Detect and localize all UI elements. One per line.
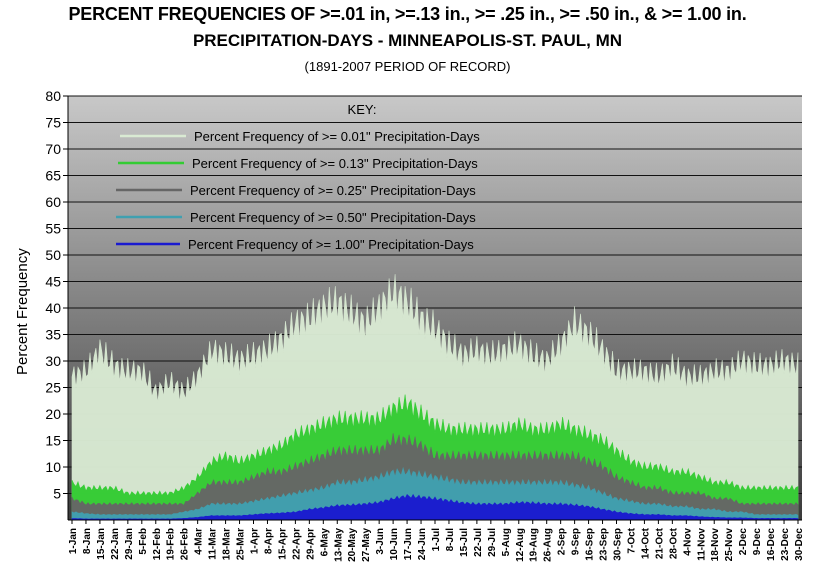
x-tick-label: 23-Dec — [780, 528, 791, 561]
y-tick-label: 15 — [45, 433, 61, 449]
legend-entry: Percent Frequency of >= 0.50" Precipitat… — [190, 210, 476, 225]
legend-entry: Percent Frequency of >= 0.01" Precipitat… — [194, 129, 480, 144]
y-tick-label: 5 — [53, 486, 61, 502]
x-tick-label: 1-Apr — [250, 528, 261, 554]
x-tick-label: 16-Dec — [766, 528, 777, 561]
y-tick-label: 80 — [45, 88, 61, 104]
series-area — [71, 466, 799, 521]
chart-subtitle: PRECIPITATION-DAYS - MINNEAPOLIS-ST. PAU… — [192, 31, 623, 50]
x-tick-label: 8-Jan — [82, 528, 93, 554]
x-tick-label: 7-Oct — [626, 527, 637, 553]
y-tick-label: 75 — [45, 115, 61, 131]
x-tick-label: 12-Feb — [152, 528, 163, 560]
x-tick-label: 2-Dec — [738, 528, 749, 556]
x-tick-label: 29-Jul — [487, 528, 498, 557]
x-tick-label: 28-Oct — [668, 527, 679, 559]
y-tick-label: 60 — [45, 194, 61, 210]
x-tick-label: 8-Jul — [445, 528, 456, 552]
x-tick-label: 17-Jun — [403, 528, 414, 560]
y-tick-label: 20 — [45, 406, 61, 422]
x-tick-label: 4-Mar — [194, 528, 205, 555]
x-tick-label: 18-Nov — [710, 528, 721, 562]
x-tick-label: 25-Mar — [236, 528, 247, 560]
x-tick-label: 15-Jan — [96, 528, 107, 560]
x-tick-label: 29-Apr — [305, 528, 316, 560]
x-tick-label: 26-Feb — [180, 528, 191, 560]
x-tick-label: 30-Dec — [794, 528, 805, 561]
y-tick-label: 40 — [45, 300, 61, 316]
legend-entry: Percent Frequency of >= 0.13" Precipitat… — [192, 156, 478, 171]
x-tick-label: 11-Mar — [208, 528, 219, 560]
y-tick-label: 50 — [45, 247, 61, 263]
y-tick-label: 45 — [45, 274, 61, 290]
x-tick-label: 26-Aug — [543, 528, 554, 562]
x-tick-label: 15-Jul — [459, 528, 470, 557]
x-tick-label: 2-Sep — [557, 528, 568, 555]
series-area — [71, 493, 799, 521]
chart-title: PERCENT FREQUENCIES OF >=.01 in, >=.13 i… — [68, 4, 747, 24]
x-tick-label: 11-Nov — [696, 528, 707, 561]
legend-title: KEY: — [348, 102, 377, 117]
x-tick-label: 14-Oct — [640, 527, 651, 559]
x-tick-label: 10-Jun — [389, 528, 400, 560]
x-tick-label: 21-Oct — [654, 527, 665, 559]
x-tick-label: 27-May — [361, 528, 372, 562]
x-tick-label: 29-Jan — [124, 528, 135, 560]
y-tick-label: 35 — [45, 327, 61, 343]
x-tick-label: 24-Jun — [417, 528, 428, 560]
x-tick-label: 22-Jan — [110, 528, 121, 560]
x-tick-label: 9-Sep — [571, 528, 582, 555]
x-tick-label: 25-Nov — [724, 528, 735, 562]
x-tick-label: 1-Jul — [431, 528, 442, 552]
x-tick-label: 23-Sep — [599, 528, 610, 561]
x-tick-label: 20-May — [347, 528, 358, 562]
x-tick-label: 1-Jan — [68, 528, 79, 554]
y-tick-label: 65 — [45, 168, 61, 184]
x-tick-label: 15-Apr — [277, 528, 288, 560]
x-tick-label: 13-May — [333, 528, 344, 562]
period-of-record: (1891-2007 PERIOD OF RECORD) — [304, 59, 511, 74]
y-tick-label: 10 — [45, 459, 61, 475]
x-tick-label: 5-Feb — [138, 528, 149, 555]
y-axis-label: Percent Frequency — [14, 248, 31, 375]
y-tick-label: 55 — [45, 221, 61, 237]
y-tick-label: 25 — [45, 380, 61, 396]
x-tick-label: 3-Jun — [375, 528, 386, 555]
x-tick-label: 19-Aug — [529, 528, 540, 562]
x-tick-label: 8-Apr — [263, 528, 274, 554]
x-tick-label: 30-Sep — [613, 528, 624, 561]
y-tick-label: 70 — [45, 141, 61, 157]
legend-entry: Percent Frequency of >= 0.25" Precipitat… — [190, 183, 476, 198]
legend-entry: Percent Frequency of >= 1.00" Precipitat… — [188, 237, 474, 252]
x-tick-label: 19-Feb — [166, 528, 177, 560]
x-tick-label: 12-Aug — [515, 528, 526, 562]
x-tick-label: 22-Apr — [291, 528, 302, 560]
x-tick-label: 5-Aug — [501, 528, 512, 556]
x-tick-label: 9-Dec — [752, 528, 763, 556]
x-tick-label: 22-Jul — [473, 528, 484, 557]
x-tick-label: 4-Nov — [682, 528, 693, 556]
x-tick-label: 6-May — [319, 528, 330, 557]
y-tick-label: 30 — [45, 353, 61, 369]
x-tick-label: 16-Sep — [585, 528, 596, 561]
x-tick-label: 18-Mar — [222, 528, 233, 560]
